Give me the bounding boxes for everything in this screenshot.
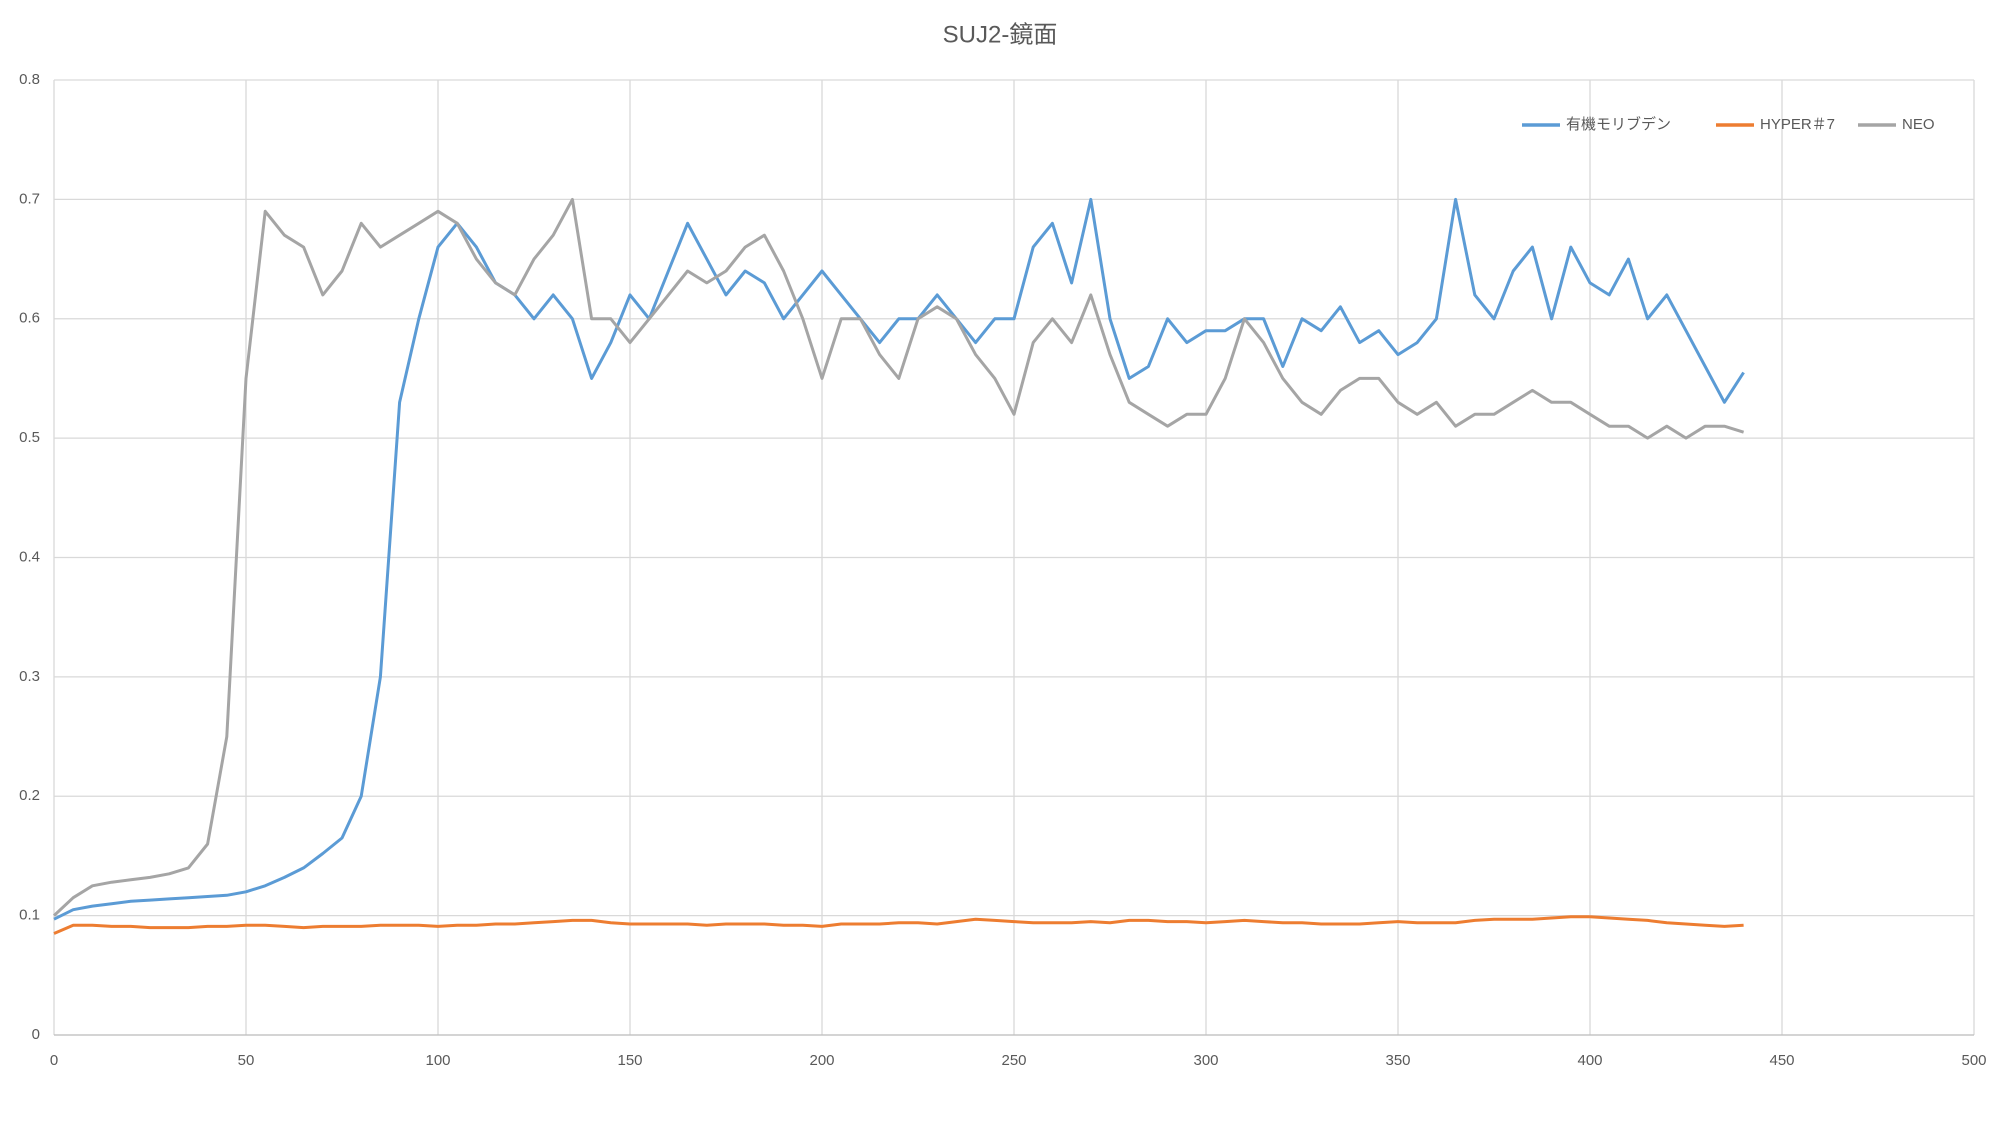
x-tick-label: 250 — [1001, 1052, 1026, 1069]
x-tick-label: 0 — [50, 1052, 58, 1069]
x-tick-label: 50 — [238, 1052, 255, 1069]
x-tick-label: 300 — [1193, 1052, 1218, 1069]
series-line — [53, 915, 1744, 935]
y-tick-label: 0 — [32, 1026, 40, 1043]
y-tick-label: 0.5 — [19, 429, 40, 446]
x-tick-label: 200 — [809, 1052, 834, 1069]
legend-label: NEO — [1902, 116, 1935, 133]
legend-label: HYPER＃7 — [1760, 116, 1835, 133]
series-line — [53, 197, 1745, 921]
legend-label: 有機モリブデン — [1566, 115, 1671, 133]
x-tick-label: 500 — [1961, 1052, 1986, 1069]
series-line — [52, 197, 1745, 917]
y-tick-label: 0.2 — [19, 787, 40, 804]
y-tick-label: 0.4 — [19, 548, 40, 565]
x-tick-label: 100 — [425, 1052, 450, 1069]
y-tick-label: 0.6 — [19, 310, 40, 327]
y-tick-label: 0.3 — [19, 668, 40, 685]
x-tick-label: 150 — [617, 1052, 642, 1069]
x-tick-label: 350 — [1385, 1052, 1410, 1069]
x-tick-label: 450 — [1769, 1052, 1794, 1069]
chart-title: SUJ2-鏡面 — [943, 21, 1058, 48]
y-tick-label: 0.7 — [19, 190, 40, 207]
y-tick-label: 0.8 — [19, 71, 40, 88]
y-tick-label: 0.1 — [19, 907, 40, 924]
x-tick-label: 400 — [1577, 1052, 1602, 1069]
